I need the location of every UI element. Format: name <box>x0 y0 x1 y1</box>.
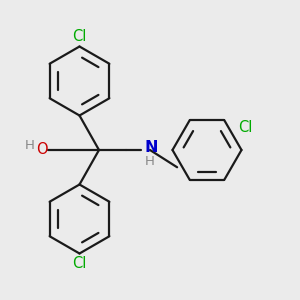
Text: Cl: Cl <box>72 256 87 271</box>
Text: O: O <box>36 142 48 158</box>
Text: Cl: Cl <box>72 29 87 44</box>
Text: H: H <box>25 139 35 152</box>
Text: H: H <box>145 155 155 168</box>
Text: Cl: Cl <box>238 120 252 135</box>
Text: N: N <box>145 140 158 154</box>
